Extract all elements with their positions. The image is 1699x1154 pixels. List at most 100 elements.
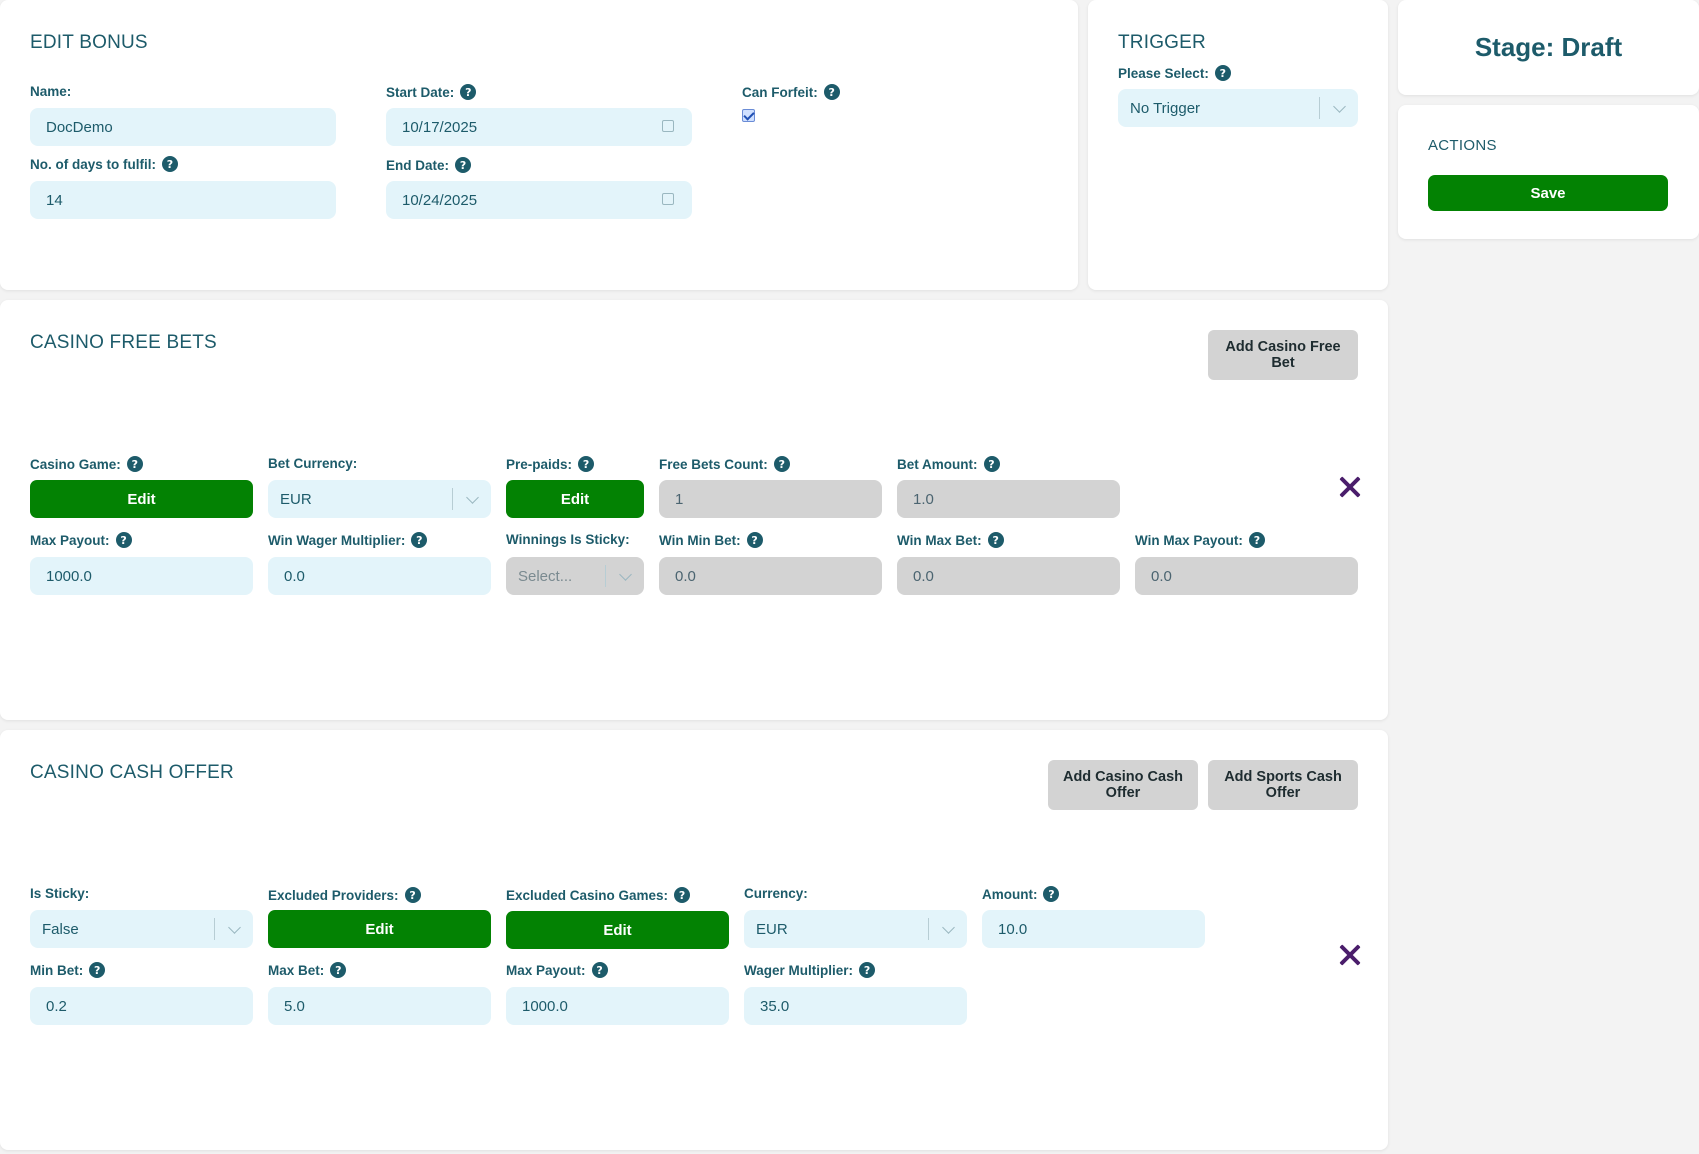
win-min-bet-label: Win Min Bet:? (659, 532, 763, 548)
winnings-sticky-select[interactable]: Select... (506, 557, 644, 595)
stage-card: Stage: Draft (1398, 0, 1699, 95)
save-button[interactable]: Save (1428, 175, 1668, 211)
days-to-fulfil-label: No. of days to fulfil:? (30, 156, 178, 172)
excluded-providers-edit-button[interactable]: Edit (268, 910, 491, 948)
chevron-down-icon (942, 921, 955, 934)
days-to-fulfil-input[interactable]: 14 (30, 181, 336, 219)
trigger-select-label: Please Select:? (1118, 65, 1231, 81)
excluded-providers-label: Excluded Providers:? (268, 887, 421, 903)
help-icon[interactable]: ? (89, 962, 106, 978)
help-icon[interactable]: ? (578, 456, 595, 472)
casino-game-edit-button[interactable]: Edit (30, 480, 253, 518)
trigger-card: TRIGGER Please Select:? No Trigger (1088, 0, 1388, 290)
casino-cash-offer-card: CASINO CASH OFFER Add Casino Cash Offer … (0, 730, 1388, 1150)
chevron-down-icon (1333, 100, 1346, 113)
winnings-sticky-label: Winnings Is Sticky: (506, 532, 630, 547)
excluded-casino-games-label: Excluded Casino Games:? (506, 887, 691, 903)
amount-input[interactable]: 10.0 (982, 910, 1205, 948)
win-max-payout-label: Win Max Payout:? (1135, 532, 1265, 548)
prepaids-edit-button[interactable]: Edit (506, 480, 644, 518)
select-separator (452, 488, 453, 510)
chevron-down-icon (619, 568, 632, 581)
trigger-select[interactable]: No Trigger (1118, 89, 1358, 127)
bet-currency-select[interactable]: EUR (268, 480, 491, 518)
add-casino-cash-offer-button[interactable]: Add Casino Cash Offer (1048, 760, 1198, 810)
edit-bonus-card: EDIT BONUS Name: DocDemo Start Date:? 10… (0, 0, 1078, 290)
help-icon[interactable]: ? (115, 532, 132, 548)
free-bets-count-input[interactable]: 1 (659, 480, 882, 518)
help-icon[interactable]: ? (823, 84, 840, 100)
win-max-bet-label: Win Max Bet:? (897, 532, 1004, 548)
wager-multiplier-input[interactable]: 35.0 (744, 987, 967, 1025)
help-icon[interactable]: ? (746, 532, 763, 548)
max-payout-input[interactable]: 1000.0 (30, 557, 253, 595)
edit-bonus-title: EDIT BONUS (30, 32, 148, 53)
bet-currency-label: Bet Currency: (268, 456, 358, 471)
name-input[interactable]: DocDemo (30, 108, 336, 146)
currency-select[interactable]: EUR (744, 910, 967, 948)
chevron-down-icon (466, 491, 479, 504)
cash-offer-title: CASINO CASH OFFER (30, 762, 234, 783)
can-forfeit-checkbox[interactable] (742, 109, 755, 122)
win-min-bet-input[interactable]: 0.0 (659, 557, 882, 595)
select-separator (1319, 97, 1320, 119)
help-icon[interactable]: ? (1043, 886, 1060, 902)
win-max-bet-input[interactable]: 0.0 (897, 557, 1120, 595)
help-icon[interactable]: ? (983, 456, 1000, 472)
help-icon[interactable]: ? (1248, 532, 1265, 548)
end-date-label: End Date:? (386, 157, 472, 173)
help-icon[interactable]: ? (460, 84, 477, 100)
help-icon[interactable]: ? (674, 887, 691, 903)
casino-game-label: Casino Game:? (30, 456, 143, 472)
actions-card: ACTIONS Save (1398, 105, 1699, 239)
casino-free-bets-card: CASINO FREE BETS Add Casino Free Bet Cas… (0, 300, 1388, 720)
calendar-icon[interactable] (662, 193, 674, 205)
min-bet-input[interactable]: 0.2 (30, 987, 253, 1025)
stage-text: Stage: Draft (1474, 32, 1623, 62)
select-separator (605, 565, 606, 587)
help-icon[interactable]: ? (591, 962, 608, 978)
help-icon[interactable]: ? (404, 887, 421, 903)
amount-label: Amount:? (982, 886, 1060, 902)
can-forfeit-label: Can Forfeit:? (742, 84, 840, 100)
help-icon[interactable]: ? (773, 456, 790, 472)
excluded-casino-games-edit-button[interactable]: Edit (506, 911, 729, 949)
help-icon[interactable]: ? (859, 962, 876, 978)
calendar-icon[interactable] (662, 120, 674, 132)
help-icon[interactable]: ? (455, 157, 472, 173)
help-icon[interactable]: ? (411, 532, 428, 548)
is-sticky-label: Is Sticky: (30, 886, 90, 901)
help-icon[interactable]: ? (162, 156, 178, 172)
cash-max-payout-input[interactable]: 1000.0 (506, 987, 729, 1025)
end-date-input[interactable]: 10/24/2025 (386, 181, 692, 219)
min-bet-label: Min Bet:? (30, 962, 106, 978)
win-wager-multiplier-input[interactable]: 0.0 (268, 557, 491, 595)
is-sticky-select[interactable]: False (30, 910, 253, 948)
chevron-down-icon (228, 921, 241, 934)
free-bets-title: CASINO FREE BETS (30, 332, 217, 353)
win-wager-multiplier-label: Win Wager Multiplier:? (268, 532, 428, 548)
name-label: Name: (30, 84, 72, 99)
bet-amount-label: Bet Amount:? (897, 456, 1000, 472)
start-date-input[interactable]: 10/17/2025 (386, 108, 692, 146)
remove-cash-offer-icon[interactable] (1336, 942, 1362, 968)
currency-label: Currency: (744, 886, 808, 901)
free-bets-count-label: Free Bets Count:? (659, 456, 790, 472)
max-bet-label: Max Bet:? (268, 962, 347, 978)
help-icon[interactable]: ? (987, 532, 1004, 548)
add-casino-free-bet-button[interactable]: Add Casino Free Bet (1208, 330, 1358, 380)
actions-title: ACTIONS (1428, 137, 1497, 154)
win-max-payout-input[interactable]: 0.0 (1135, 557, 1358, 595)
remove-free-bet-icon[interactable] (1336, 474, 1362, 500)
cash-max-payout-label: Max Payout:? (506, 962, 608, 978)
select-separator (928, 918, 929, 940)
bet-amount-input[interactable]: 1.0 (897, 480, 1120, 518)
add-sports-cash-offer-button[interactable]: Add Sports Cash Offer (1208, 760, 1358, 810)
help-icon[interactable]: ? (330, 962, 347, 978)
help-icon[interactable]: ? (1214, 65, 1231, 81)
prepaids-label: Pre-paids:? (506, 456, 595, 472)
max-payout-label: Max Payout:? (30, 532, 132, 548)
max-bet-input[interactable]: 5.0 (268, 987, 491, 1025)
help-icon[interactable]: ? (126, 456, 143, 472)
select-separator (214, 918, 215, 940)
